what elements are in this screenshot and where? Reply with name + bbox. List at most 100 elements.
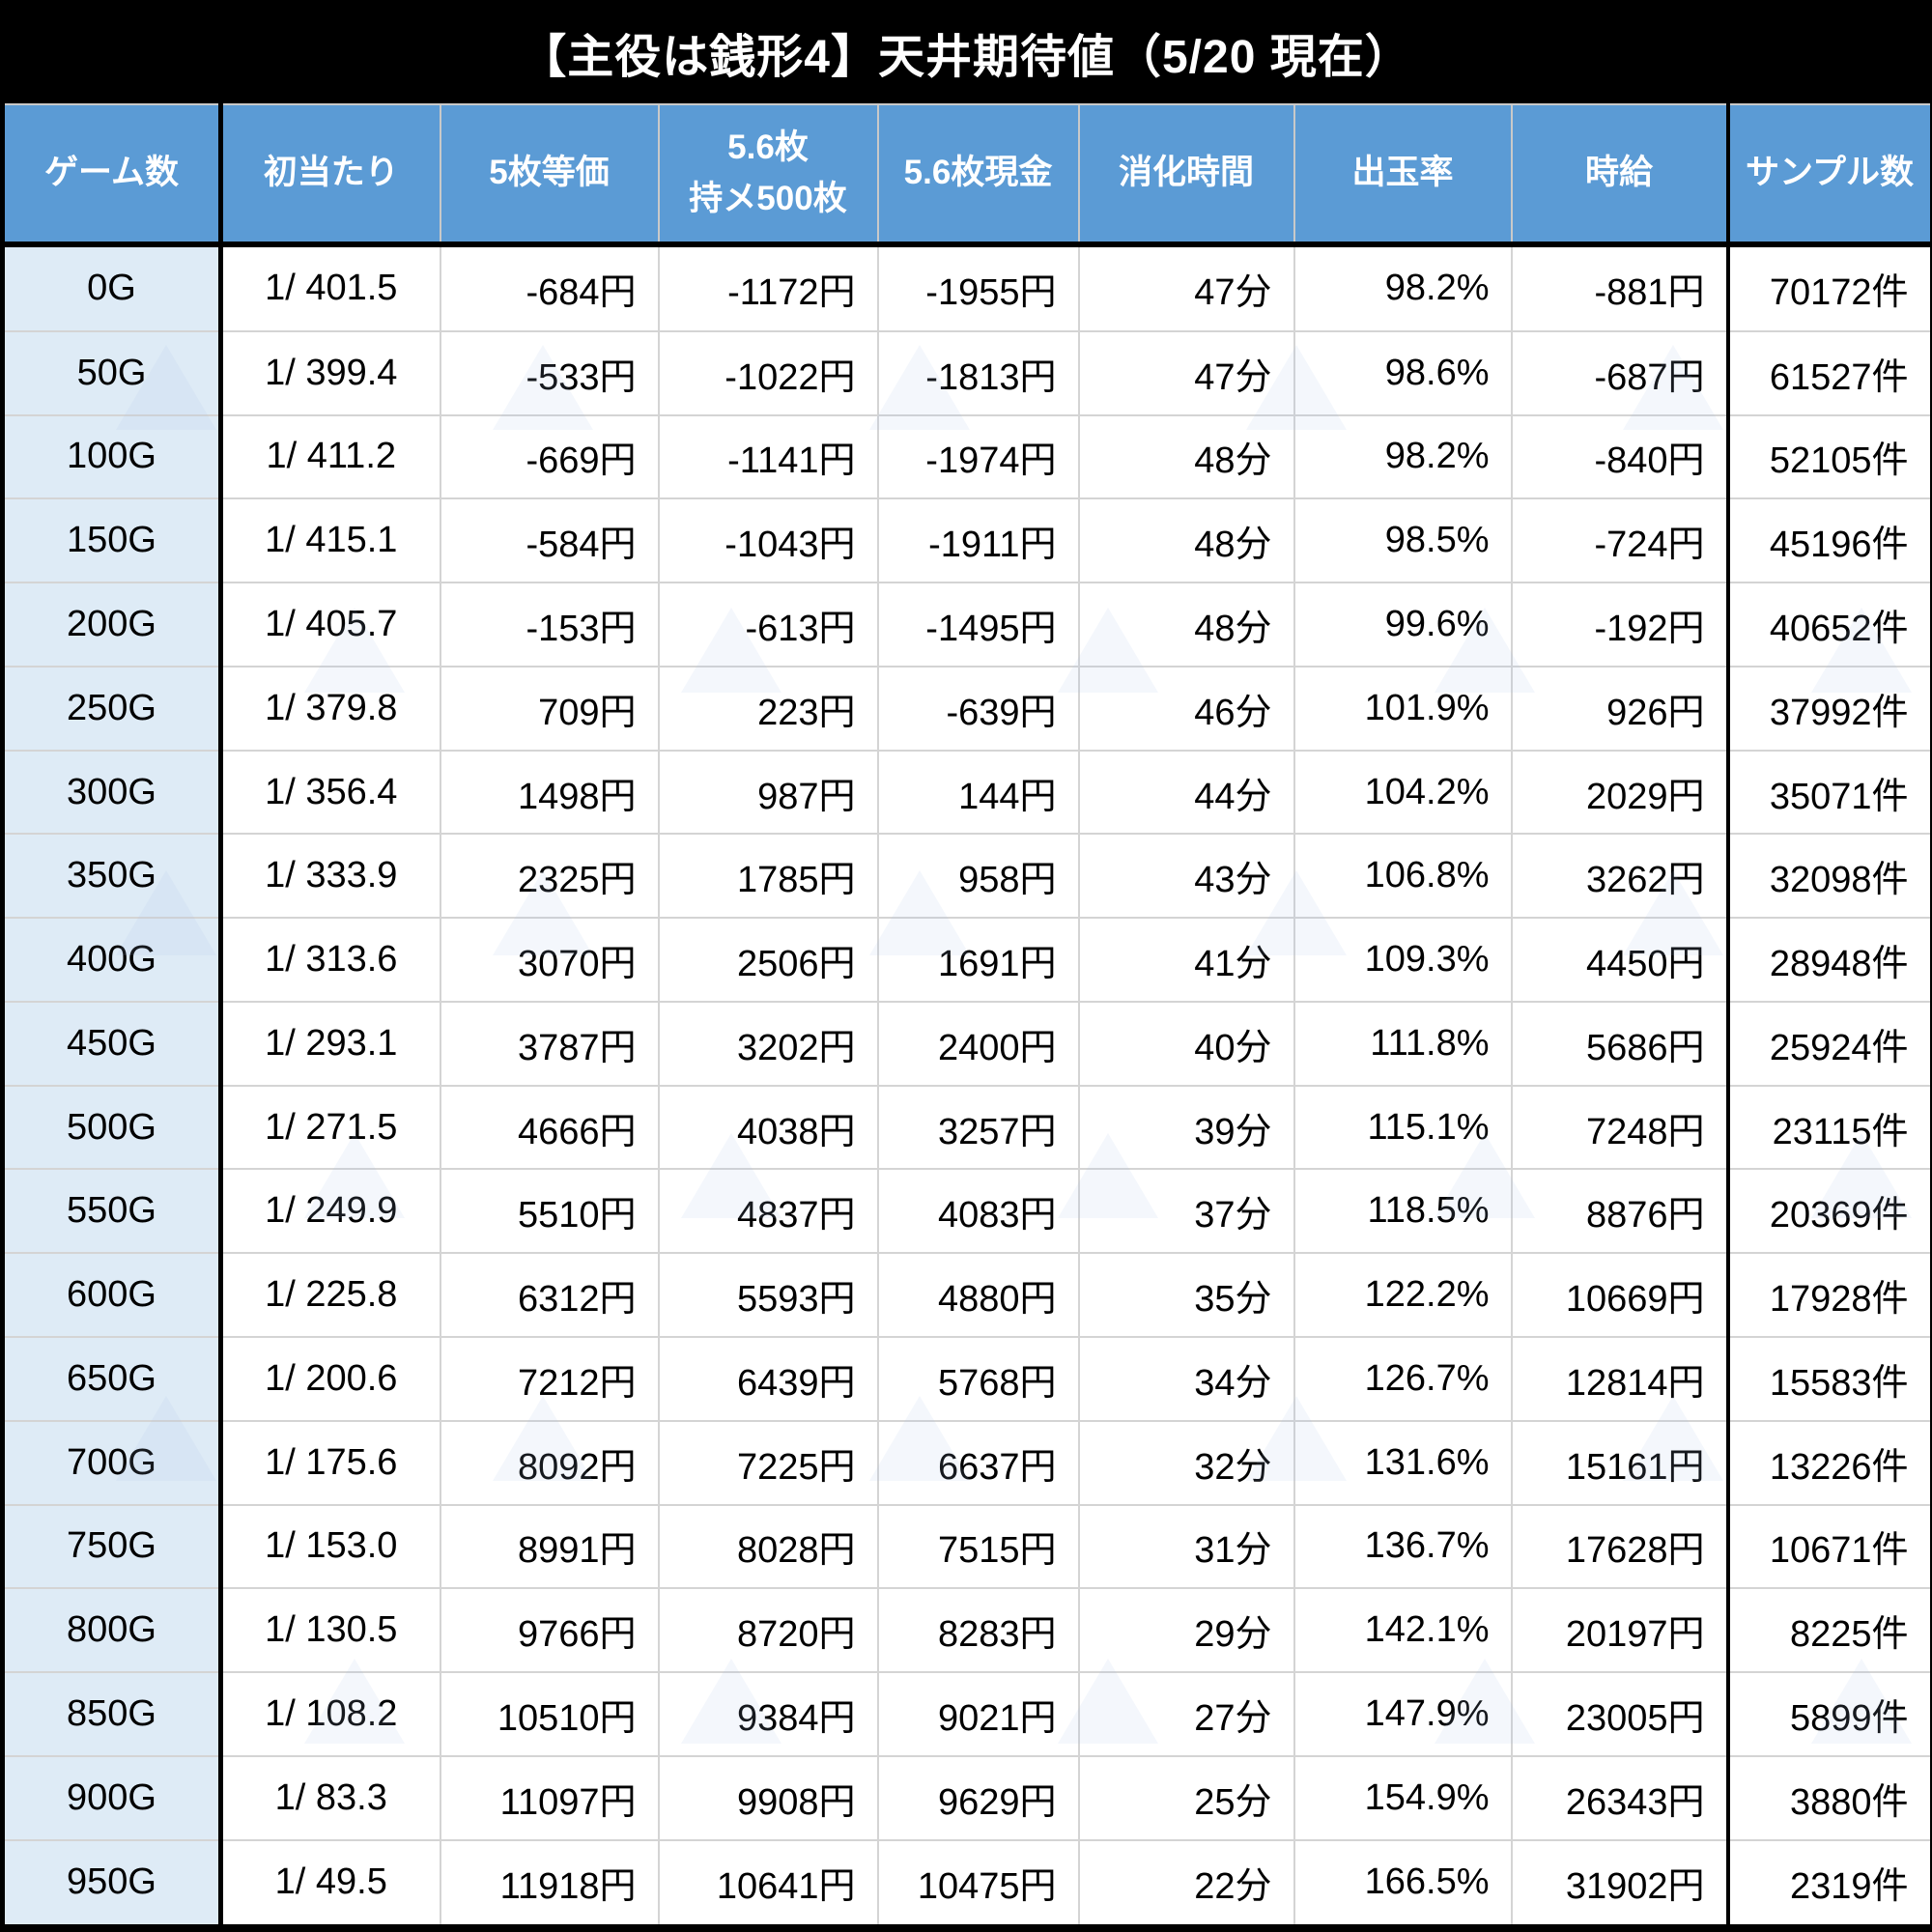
cell-game-count: 400G: [1, 917, 223, 1003]
cell-sample-count: 37992件: [1725, 665, 1932, 752]
cell-sample-count: 61527件: [1725, 329, 1932, 416]
cell-game-count: 350G: [1, 833, 223, 920]
cell-first-hit: 1/ 379.8: [219, 665, 441, 752]
cell-56-cash-value: 4083円: [876, 1168, 1080, 1255]
cell-game-count: 950G: [1, 1838, 223, 1930]
cell-first-hit: 1/ 271.5: [219, 1084, 441, 1171]
cell-play-time: 48分: [1077, 497, 1295, 584]
cell-first-hit: 1/ 153.0: [219, 1503, 441, 1590]
cell-payout-rate: 136.7%: [1293, 1503, 1513, 1590]
cell-5eq-value: -669円: [439, 413, 660, 500]
cell-payout-rate: 154.9%: [1293, 1754, 1513, 1841]
table-row: 950G 1/ 49.5 11918円 10641円 10475円 22分 166.5% 31…: [1, 1838, 1932, 1930]
table-row: 0G 1/ 401.5 -684円 -1172円 -1955円 47分 98.2% -881円…: [1, 243, 1932, 332]
cell-sample-count: 25924件: [1725, 1000, 1932, 1087]
cell-hourly-value: 23005円: [1510, 1671, 1729, 1757]
cell-play-time: 43分: [1077, 833, 1295, 920]
cell-hourly-value: 5686円: [1510, 1000, 1729, 1087]
table-row: 300G 1/ 356.4 1498円 987円 144円 44分 104.2% 2029円 3…: [1, 749, 1932, 836]
cell-payout-rate: 106.8%: [1293, 833, 1513, 920]
cell-sample-count: 20369件: [1725, 1168, 1932, 1255]
cell-play-time: 32分: [1077, 1419, 1295, 1506]
cell-sample-count: 15583件: [1725, 1336, 1932, 1422]
column-header-first-hit: 初当たり: [219, 103, 441, 247]
cell-5eq-value: 11097円: [439, 1754, 660, 1841]
cell-first-hit: 1/ 175.6: [219, 1419, 441, 1506]
cell-sample-count: 2319件: [1725, 1838, 1932, 1930]
cell-5eq-value: 709円: [439, 665, 660, 752]
cell-5eq-value: -533円: [439, 329, 660, 416]
cell-hourly-value: -687円: [1510, 329, 1729, 416]
cell-game-count: 450G: [1, 1000, 223, 1087]
cell-play-time: 47分: [1077, 243, 1295, 332]
cell-56-hold500-value: -1043円: [657, 497, 879, 584]
cell-sample-count: 8225件: [1725, 1587, 1932, 1674]
column-header-play-time: 消化時間: [1077, 103, 1295, 247]
cell-play-time: 25分: [1077, 1754, 1295, 1841]
cell-sample-count: 28948件: [1725, 917, 1932, 1003]
cell-hourly-value: 15161円: [1510, 1419, 1729, 1506]
cell-56-cash-value: -1813円: [876, 329, 1080, 416]
cell-5eq-value: 10510円: [439, 1671, 660, 1757]
cell-game-count: 600G: [1, 1252, 223, 1338]
table-header: ゲーム数 初当たり 5枚等価 5.6枚 持メ500枚 5.6枚現金 消化時間 出…: [1, 103, 1932, 247]
cell-play-time: 34分: [1077, 1336, 1295, 1422]
cell-payout-rate: 101.9%: [1293, 665, 1513, 752]
cell-sample-count: 23115件: [1725, 1084, 1932, 1171]
cell-56-hold500-value: 10641円: [657, 1838, 879, 1930]
cell-game-count: 650G: [1, 1336, 223, 1422]
cell-game-count: 700G: [1, 1419, 223, 1506]
cell-play-time: 29分: [1077, 1587, 1295, 1674]
cell-payout-rate: 98.2%: [1293, 243, 1513, 332]
cell-sample-count: 45196件: [1725, 497, 1932, 584]
cell-play-time: 48分: [1077, 413, 1295, 500]
cell-5eq-value: -153円: [439, 582, 660, 668]
cell-hourly-value: -840円: [1510, 413, 1729, 500]
cell-game-count: 200G: [1, 582, 223, 668]
table-row: 850G 1/ 108.2 10510円 9384円 9021円 27分 147.9% 230…: [1, 1671, 1932, 1757]
cell-sample-count: 17928件: [1725, 1252, 1932, 1338]
table-row: 350G 1/ 333.9 2325円 1785円 958円 43分 106.8% 3262円…: [1, 833, 1932, 920]
cell-first-hit: 1/ 313.6: [219, 917, 441, 1003]
cell-56-cash-value: 10475円: [876, 1838, 1080, 1930]
cell-play-time: 48分: [1077, 582, 1295, 668]
cell-5eq-value: 11918円: [439, 1838, 660, 1930]
cell-56-hold500-value: 8720円: [657, 1587, 879, 1674]
cell-hourly-value: -192円: [1510, 582, 1729, 668]
title-bar: 【主役は銭形4】天井期待値（5/20 現在）: [0, 0, 1932, 103]
cell-56-cash-value: -1911円: [876, 497, 1080, 584]
cell-first-hit: 1/ 249.9: [219, 1168, 441, 1255]
cell-game-count: 500G: [1, 1084, 223, 1171]
cell-5eq-value: 4666円: [439, 1084, 660, 1171]
cell-first-hit: 1/ 293.1: [219, 1000, 441, 1087]
cell-first-hit: 1/ 356.4: [219, 749, 441, 836]
cell-sample-count: 40652件: [1725, 582, 1932, 668]
cell-sample-count: 70172件: [1725, 243, 1932, 332]
cell-game-count: 750G: [1, 1503, 223, 1590]
cell-hourly-value: 7248円: [1510, 1084, 1729, 1171]
cell-payout-rate: 122.2%: [1293, 1252, 1513, 1338]
table-body: 0G 1/ 401.5 -684円 -1172円 -1955円 47分 98.2% -881円…: [1, 243, 1932, 1930]
cell-game-count: 550G: [1, 1168, 223, 1255]
cell-play-time: 35分: [1077, 1252, 1295, 1338]
cell-56-cash-value: 2400円: [876, 1000, 1080, 1087]
cell-game-count: 800G: [1, 1587, 223, 1674]
column-header-56-cash: 5.6枚現金: [876, 103, 1080, 247]
cell-game-count: 850G: [1, 1671, 223, 1757]
cell-hourly-value: 26343円: [1510, 1754, 1729, 1841]
cell-sample-count: 10671件: [1725, 1503, 1932, 1590]
cell-hourly-value: 8876円: [1510, 1168, 1729, 1255]
cell-5eq-value: 8991円: [439, 1503, 660, 1590]
cell-hourly-value: 20197円: [1510, 1587, 1729, 1674]
page-title: 【主役は銭形4】天井期待値（5/20 現在）: [520, 31, 1412, 83]
table-row: 700G 1/ 175.6 8092円 7225円 6637円 32分 131.6% 1516…: [1, 1419, 1932, 1506]
cell-first-hit: 1/ 333.9: [219, 833, 441, 920]
table-row: 500G 1/ 271.5 4666円 4038円 3257円 39分 115.1% 7248…: [1, 1084, 1932, 1171]
cell-hourly-value: -881円: [1510, 243, 1729, 332]
cell-payout-rate: 111.8%: [1293, 1000, 1513, 1087]
cell-play-time: 27分: [1077, 1671, 1295, 1757]
cell-56-cash-value: 144円: [876, 749, 1080, 836]
cell-56-hold500-value: 3202円: [657, 1000, 879, 1087]
cell-first-hit: 1/ 83.3: [219, 1754, 441, 1841]
cell-hourly-value: 2029円: [1510, 749, 1729, 836]
